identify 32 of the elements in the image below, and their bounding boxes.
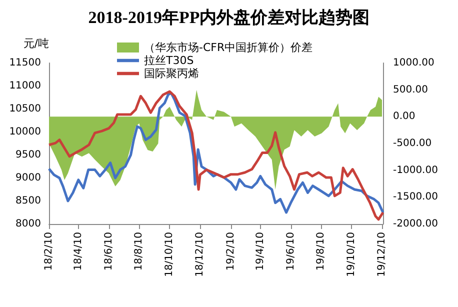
chart-title: 2018-2019年PP内外盘价差对比趋势图 <box>88 8 370 27</box>
x-tick-label: 18/12/10 <box>194 232 206 277</box>
x-tick-label: 18/4/10 <box>72 232 84 271</box>
y2-tick-label: -1500.00 <box>393 192 438 203</box>
y2-tick-label: 500.00 <box>393 84 428 96</box>
x-tick-label: 18/2/10 <box>44 232 54 271</box>
y2-tick-label: 1000.00 <box>393 58 434 68</box>
y-tick-label: 10500 <box>9 104 41 114</box>
y-tick-label: 10000 <box>9 126 41 138</box>
x-tick-label: 18/10/10 <box>164 232 176 277</box>
y-tick-label: 9500 <box>16 150 41 160</box>
y-axis-title: 元/吨 <box>23 37 49 50</box>
x-tick-label: 19/6/10 <box>285 232 296 271</box>
x-tick-label: 18/6/10 <box>103 232 114 271</box>
y2-tick-label: -500.00 <box>393 138 432 149</box>
y-tick-label: 8000 <box>16 218 41 230</box>
x-tick-label: 19/4/10 <box>254 232 266 271</box>
x-tick-label: 18/8/10 <box>134 232 145 271</box>
legend-label: 拉丝T30S <box>144 54 194 67</box>
legend-label: （华东市场-CFR中国折算价）价差 <box>144 41 313 54</box>
y2-tick-label: -1000.00 <box>393 164 438 176</box>
y-tick-label: 11500 <box>9 58 41 68</box>
x-tick-label: 19/2/10 <box>225 232 236 271</box>
legend-label: 国际聚丙烯 <box>144 67 199 80</box>
y-tick-label: 11000 <box>9 80 41 92</box>
x-tick-label: 19/10/10 <box>346 232 358 277</box>
x-tick-label: 19/8/10 <box>316 232 327 271</box>
x-tick-label: 19/12/10 <box>376 232 388 277</box>
y-tick-label: 8500 <box>16 196 41 206</box>
y-tick-label: 9000 <box>16 172 41 184</box>
y2-tick-label: -2000.00 <box>393 218 438 230</box>
y2-tick-label: 0.00 <box>393 111 416 122</box>
